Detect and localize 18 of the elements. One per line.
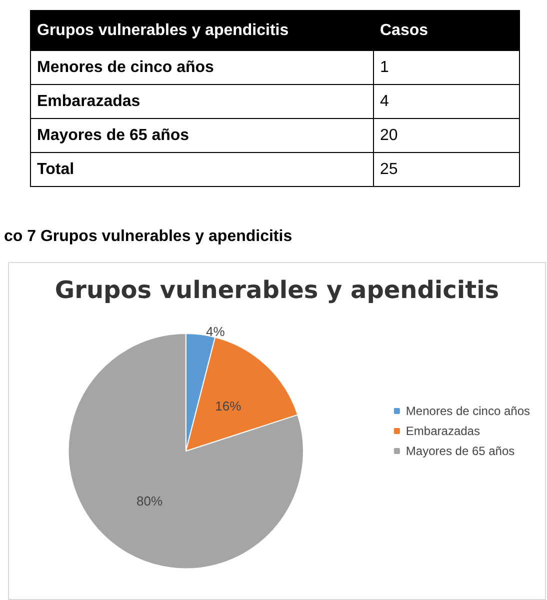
text: Grupos vulnerables y apendicitis — [30, 10, 374, 50]
text: Total — [30, 152, 374, 186]
category-label: Embarazadas — [37, 92, 140, 110]
data-label: 4% — [206, 324, 226, 340]
data-label: 80% — [136, 494, 163, 509]
text: co 7 Grupos vulnerables y apendicitis — [4, 228, 292, 246]
category-label: Mayores de 65 años — [37, 126, 190, 144]
text: 20 — [374, 118, 520, 152]
text: 1 — [374, 50, 520, 84]
legend-label: Menores de cinco años — [406, 404, 530, 418]
chart-title: Grupos vulnerables y apendicitis — [54, 276, 500, 304]
category-label: Menores de cinco años — [37, 58, 214, 76]
text: 25 — [374, 152, 520, 186]
legend-label: Embarazadas — [406, 424, 480, 438]
text: Casos — [374, 10, 520, 50]
text: 4 — [374, 84, 520, 118]
data-label: 16% — [215, 398, 242, 414]
legend-label: Mayores de 65 años — [406, 444, 515, 458]
